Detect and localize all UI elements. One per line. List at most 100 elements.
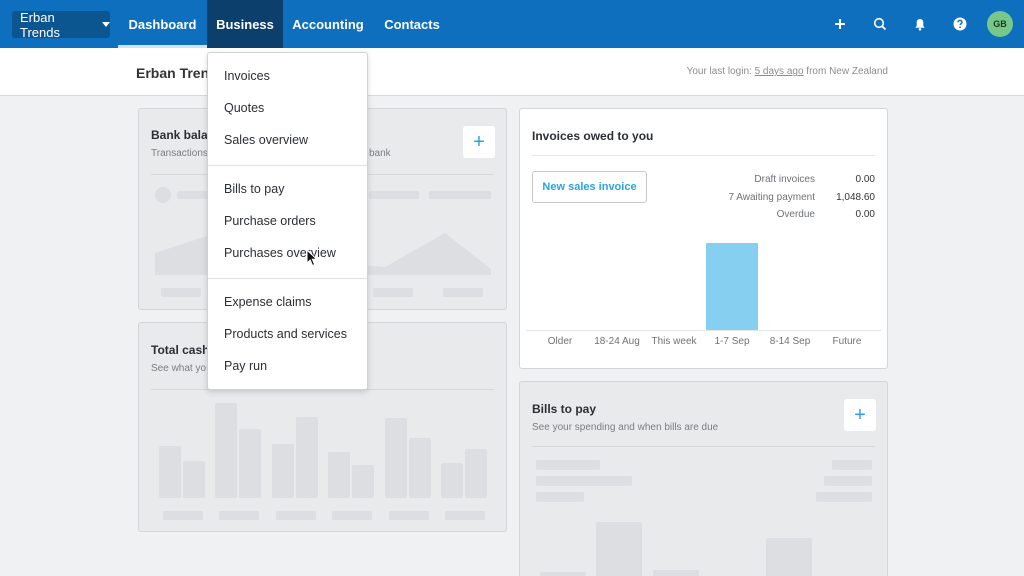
- business-dropdown-menu: Invoices Quotes Sales overview Bills to …: [207, 52, 368, 390]
- skeleton-line: [816, 492, 872, 502]
- chart-label: 8-14 Sep: [769, 336, 811, 347]
- skeleton-label: [163, 511, 203, 520]
- skeleton-bar: [385, 418, 407, 498]
- org-switcher-label: Erban Trends: [20, 9, 60, 40]
- skeleton-line: [536, 460, 600, 470]
- summary-value: 1,048.60: [836, 191, 875, 203]
- summary-value: 0.00: [855, 174, 875, 186]
- skeleton-line: [429, 191, 491, 199]
- last-login-suffix: from New Zealand: [803, 66, 888, 77]
- chart-label: This week: [651, 336, 697, 347]
- divider: [532, 155, 875, 156]
- card-title: Total cash: [151, 343, 210, 357]
- skeleton-line: [536, 492, 584, 502]
- skeleton-label: [445, 511, 485, 520]
- skeleton-label: [443, 288, 483, 297]
- menu-item-bills-to-pay[interactable]: Bills to pay: [224, 182, 285, 196]
- skeleton-line: [832, 460, 872, 470]
- menu-divider: [208, 278, 367, 279]
- skeleton-bar: [653, 570, 699, 576]
- chart-label: 18-24 Aug: [594, 336, 640, 347]
- menu-item-pay-run[interactable]: Pay run: [224, 359, 268, 373]
- search-icon[interactable]: [870, 14, 890, 34]
- skeleton-bar: [183, 461, 205, 498]
- invoice-summary: Draft invoices 0.00 7 Awaiting payment 1…: [728, 171, 875, 224]
- skeleton-bar: [239, 429, 261, 498]
- divider: [532, 446, 875, 447]
- chart-label: 1-7 Sep: [714, 336, 750, 347]
- new-sales-invoice-button[interactable]: New sales invoice: [532, 171, 647, 203]
- plus-icon: +: [473, 130, 485, 153]
- tab-contacts[interactable]: Contacts: [384, 16, 440, 32]
- skeleton-bar: [272, 444, 294, 498]
- skeleton-label: [389, 511, 429, 520]
- skeleton-label: [161, 288, 201, 297]
- skeleton-bar: [296, 417, 318, 498]
- summary-row-draft[interactable]: Draft invoices 0.00: [728, 171, 875, 189]
- card-title: Bank bala: [151, 128, 208, 142]
- skeleton-line: [536, 476, 632, 486]
- skeleton-line: [369, 191, 419, 199]
- summary-row-overdue[interactable]: Overdue 0.00: [728, 206, 875, 224]
- plus-icon[interactable]: [830, 14, 850, 34]
- page-title: Erban Trends: [136, 65, 226, 81]
- card-subtitle: See your spending and when bills are due: [532, 422, 719, 433]
- summary-row-awaiting[interactable]: 7 Awaiting payment 1,048.60: [728, 189, 875, 207]
- card-subtitle: See what yo: [151, 363, 207, 374]
- skeleton-line: [824, 476, 872, 486]
- skeleton-bar: [409, 438, 431, 498]
- menu-item-sales-overview[interactable]: Sales overview: [224, 133, 309, 147]
- skeleton-bar: [352, 465, 374, 498]
- last-login-text: Your last login: 5 days ago from New Zea…: [687, 66, 888, 77]
- skeleton-bar: [441, 463, 463, 498]
- avatar[interactable]: GB: [987, 11, 1013, 37]
- summary-label: Draft invoices: [754, 174, 815, 186]
- summary-label: 7 Awaiting payment: [728, 191, 815, 203]
- tab-accounting[interactable]: Accounting: [292, 16, 364, 32]
- card-subtitle: Transactions: [151, 148, 208, 159]
- plus-icon: +: [854, 403, 866, 426]
- skeleton-label: [332, 511, 372, 520]
- skeleton-label: [219, 511, 259, 520]
- card-title: Bills to pay: [532, 402, 597, 416]
- skeleton-bar: [159, 446, 181, 498]
- card-subtitle-tail: bank: [369, 148, 391, 159]
- menu-divider: [208, 165, 367, 166]
- total-cash-card: Total cash See what yo: [138, 322, 507, 532]
- menu-item-quotes[interactable]: Quotes: [224, 101, 265, 115]
- chart-label: Future: [832, 336, 862, 347]
- help-icon[interactable]: [950, 14, 970, 34]
- check-circle-icon: [155, 187, 171, 203]
- chart-bar-1-7-sep[interactable]: [706, 243, 758, 330]
- summary-value: 0.00: [855, 209, 875, 221]
- last-login-link[interactable]: 5 days ago: [754, 66, 804, 77]
- add-bill-button[interactable]: +: [844, 399, 876, 431]
- skeleton-bar: [766, 538, 812, 576]
- menu-item-purchase-orders[interactable]: Purchase orders: [224, 214, 316, 228]
- invoices-owed-card: Invoices owed to you New sales invoice D…: [519, 108, 888, 369]
- summary-label: Overdue: [776, 209, 815, 221]
- last-login-prefix: Your last login:: [686, 66, 755, 77]
- menu-item-purchases-overview[interactable]: Purchases overview: [224, 246, 336, 260]
- top-nav-bar: Erban Trends Dashboard Business Accounti…: [0, 0, 1024, 48]
- mouse-cursor-icon: [306, 249, 318, 267]
- skeleton-bar: [596, 522, 642, 576]
- chart-label: Older: [547, 336, 573, 347]
- org-switcher-button[interactable]: Erban Trends: [12, 9, 110, 40]
- menu-item-expense-claims[interactable]: Expense claims: [224, 295, 312, 309]
- card-title: Invoices owed to you: [532, 129, 654, 143]
- bell-icon[interactable]: [910, 14, 930, 34]
- chart-axis: [526, 330, 881, 331]
- menu-item-invoices[interactable]: Invoices: [224, 69, 270, 83]
- subheader: Erban Trends Your last login: 5 days ago…: [0, 48, 1024, 96]
- tab-dashboard[interactable]: Dashboard: [118, 0, 207, 48]
- skeleton-label: [373, 288, 413, 297]
- menu-item-products-and-services[interactable]: Products and services: [224, 327, 347, 341]
- skeleton-bar: [215, 403, 237, 498]
- add-bank-account-button[interactable]: +: [463, 126, 495, 158]
- skeleton-bar: [328, 452, 350, 498]
- caret-down-icon: [102, 22, 110, 27]
- tab-business[interactable]: Business: [207, 0, 283, 48]
- skeleton-bar: [540, 572, 586, 576]
- skeleton-label: [276, 511, 316, 520]
